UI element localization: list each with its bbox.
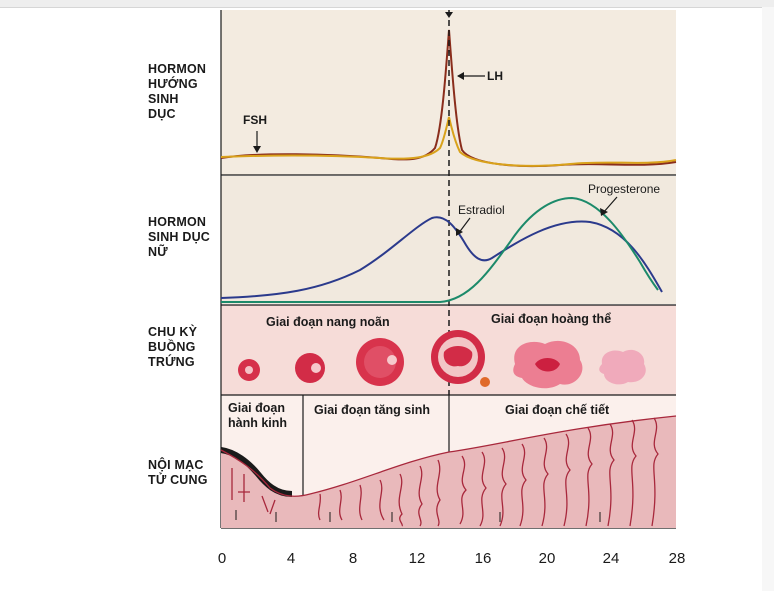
x-tick-0: 0 [218,550,226,567]
row-label-endometrium: NỘI MẠC TỬ CUNG [148,458,208,487]
follicle-stage-1 [238,359,260,381]
fsh-curve [220,116,677,167]
progesterone-pointer [602,196,618,214]
estradiol-curve [220,216,663,299]
follicle-stage-2 [295,353,325,383]
x-tick-4: 4 [287,550,295,567]
secretory-phase-label: Giai đoạn chế tiết [505,403,610,417]
row-label-gonadotropins: HORMON HƯỚNG SINH DỤC [148,62,207,121]
progesterone-pointer-head [600,208,608,216]
lh-pointer-head [457,72,464,80]
lh-label: LH [487,69,503,83]
x-axis: 0 4 8 12 16 20 24 28 [218,550,686,567]
corpus-albicans [599,349,646,385]
estradiol-label: Estradiol [458,203,505,217]
endometrium-tissue [221,416,676,528]
follicle-stage-3 [356,338,404,386]
luteal-phase-label: Giai đoạn hoàng thể [491,312,611,326]
endometrium-surface [220,415,677,497]
progesterone-label: Progesterone [588,182,660,196]
row-label-ovarian-hormones: HORMON SINH DỤC NỮ [148,215,211,259]
row-label-ovarian-cycle: CHU KỲ BUỒNG TRỨNG [148,325,198,369]
fsh-pointer-head [253,146,261,153]
x-tick-20: 20 [539,550,556,567]
progesterone-curve [221,196,659,303]
x-tick-16: 16 [475,550,492,567]
fsh-label: FSH [243,113,267,127]
x-tick-8: 8 [349,550,357,567]
x-tick-24: 24 [603,550,620,567]
window-top-bar [0,0,774,8]
menstrual-phase-label-1: Giai đoạn [228,401,285,415]
menstrual-shedding [220,447,293,497]
menstrual-phase-label-2: hành kinh [228,416,287,430]
ovulation-arrow [445,12,453,18]
mature-follicle [431,330,490,387]
corpus-luteum [513,340,583,389]
basal-vessels [235,510,601,522]
x-tick-12: 12 [409,550,426,567]
follicular-phase-label: Giai đoạn nang noãn [266,315,390,329]
x-tick-28: 28 [669,550,686,567]
estradiol-pointer-head [456,228,463,236]
proliferative-phase-label: Giai đoạn tăng sinh [314,403,430,417]
endometrial-glands [231,417,659,527]
scrollbar[interactable] [762,7,774,591]
